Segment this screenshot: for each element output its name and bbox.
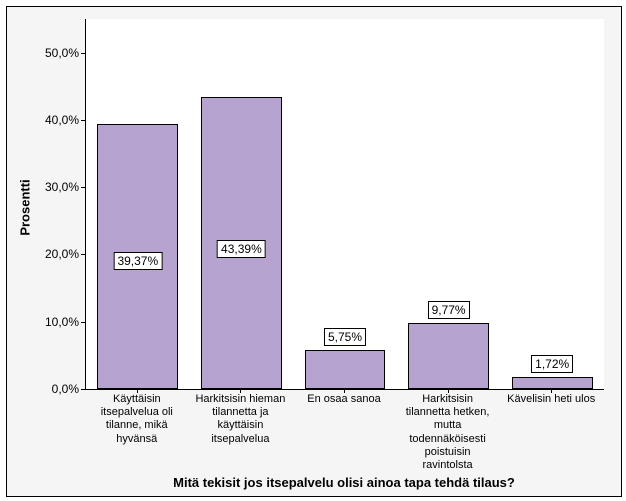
y-tick-label: 30,0% — [29, 180, 79, 194]
x-axis-title: Mitä tekisit jos itsepalvelu olisi ainoa… — [85, 475, 603, 490]
x-tick-label: En osaa sanoa — [295, 393, 393, 406]
y-tick-mark — [81, 322, 85, 323]
x-tick-label: Käyttäisin itsepalvelua oli tilanne, mik… — [88, 393, 186, 446]
bar-value-label: 9,77% — [428, 301, 470, 319]
bar-value-label: 43,39% — [217, 240, 266, 258]
x-tick-label: Harkitsisin tilannetta hetken, mutta tod… — [399, 393, 497, 472]
y-tick-mark — [81, 389, 85, 390]
chart-frame: Prosentti 39,37% 43,39% 5,75% 9,77% 1,72% Mi… — [6, 6, 622, 497]
y-tick-label: 0,0% — [29, 382, 79, 396]
y-tick-mark — [81, 187, 85, 188]
y-tick-label: 10,0% — [29, 315, 79, 329]
bar-value-label: 1,72% — [531, 355, 573, 373]
y-axis-title: Prosentti — [15, 7, 35, 407]
y-tick-mark — [81, 254, 85, 255]
y-tick-label: 50,0% — [29, 46, 79, 60]
y-tick-label: 20,0% — [29, 247, 79, 261]
plot-area: 39,37% 43,39% 5,75% 9,77% 1,72% — [85, 19, 604, 390]
bar-value-label: 39,37% — [113, 252, 162, 270]
bar — [305, 350, 386, 389]
bar — [408, 323, 489, 389]
x-axis-title-text: Mitä tekisit jos itsepalvelu olisi ainoa… — [173, 475, 515, 490]
x-tick-label: Harkitsisin hieman tilannetta ja käyttäi… — [192, 393, 290, 446]
y-tick-label: 40,0% — [29, 113, 79, 127]
bar-value-label: 5,75% — [324, 328, 366, 346]
bar — [512, 377, 593, 389]
y-tick-mark — [81, 53, 85, 54]
x-tick-label: Kävelisin heti ulos — [502, 393, 600, 406]
y-tick-mark — [81, 120, 85, 121]
